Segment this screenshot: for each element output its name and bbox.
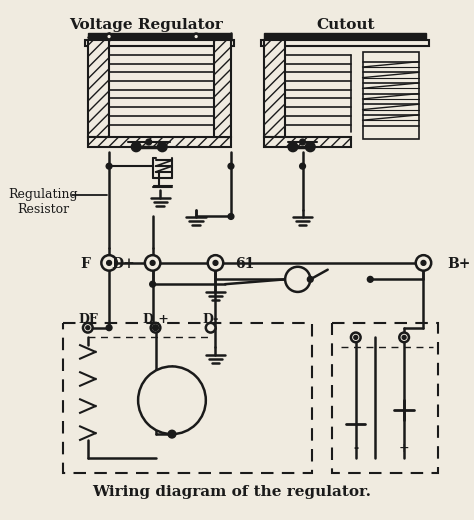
Circle shape — [106, 34, 112, 40]
Text: Cutout: Cutout — [317, 18, 375, 32]
Text: Regulating
Resistor: Regulating Resistor — [9, 188, 78, 216]
Circle shape — [151, 323, 160, 333]
Circle shape — [106, 163, 112, 169]
Circle shape — [213, 261, 218, 265]
Text: F: F — [80, 257, 90, 271]
Text: -: - — [353, 442, 358, 455]
Circle shape — [168, 430, 176, 438]
Circle shape — [157, 142, 167, 152]
Circle shape — [83, 323, 92, 333]
Bar — [88, 33, 231, 41]
Bar — [88, 41, 109, 137]
Circle shape — [150, 261, 155, 265]
Circle shape — [153, 325, 158, 331]
Bar — [332, 323, 438, 473]
Bar — [85, 41, 234, 46]
Circle shape — [354, 335, 358, 340]
Bar — [264, 41, 285, 137]
Circle shape — [131, 142, 141, 152]
Circle shape — [138, 367, 206, 434]
Bar — [363, 52, 419, 139]
Circle shape — [399, 333, 409, 342]
Text: +: + — [399, 442, 410, 455]
Bar — [264, 33, 427, 41]
Circle shape — [106, 325, 112, 331]
Bar — [214, 41, 231, 137]
Text: B+: B+ — [447, 257, 471, 271]
Circle shape — [193, 34, 199, 40]
Circle shape — [206, 323, 216, 333]
Circle shape — [154, 326, 157, 330]
Circle shape — [228, 163, 234, 169]
Circle shape — [308, 277, 313, 282]
Bar — [264, 137, 351, 147]
Text: Wiring diagram of the regulator.: Wiring diagram of the regulator. — [92, 485, 372, 499]
Text: D+: D+ — [111, 257, 135, 271]
Circle shape — [208, 255, 223, 270]
Circle shape — [402, 335, 406, 340]
Text: D +: D + — [143, 314, 168, 327]
Bar — [63, 323, 312, 473]
Circle shape — [86, 326, 90, 330]
Circle shape — [416, 255, 431, 270]
Circle shape — [150, 281, 155, 287]
Circle shape — [228, 214, 234, 219]
Circle shape — [305, 142, 315, 152]
Bar — [261, 41, 429, 46]
Circle shape — [300, 163, 305, 169]
Text: DF: DF — [78, 314, 98, 327]
Circle shape — [300, 139, 305, 145]
Circle shape — [146, 139, 152, 145]
Circle shape — [421, 261, 426, 265]
Circle shape — [285, 267, 310, 292]
Text: D-: D- — [202, 314, 219, 327]
Circle shape — [101, 255, 117, 270]
Circle shape — [288, 142, 298, 152]
Circle shape — [367, 277, 373, 282]
Text: 61: 61 — [235, 257, 254, 271]
Circle shape — [107, 261, 111, 265]
Circle shape — [351, 333, 361, 342]
Bar — [88, 137, 231, 147]
Text: Voltage Regulator: Voltage Regulator — [69, 18, 223, 32]
Circle shape — [145, 255, 160, 270]
